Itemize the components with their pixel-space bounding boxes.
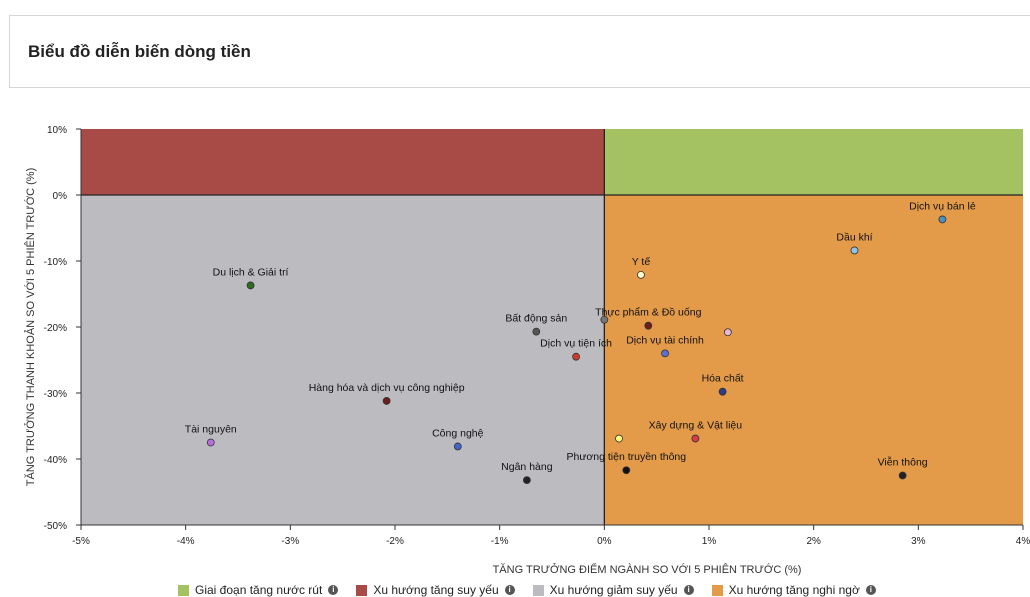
x-tick-label: -3% [281, 536, 299, 547]
chart-header-card: Biểu đồ diễn biến dòng tiền [9, 15, 1030, 88]
legend-swatch [356, 584, 368, 596]
info-icon[interactable]: i [683, 585, 694, 595]
data-point-label: Phương tiện truyền thông [567, 451, 687, 463]
legend-label: Giai đoạn tăng nước rút [195, 583, 323, 597]
data-point-label: Bất động sản [505, 313, 567, 325]
data-point [661, 349, 669, 358]
data-point [453, 442, 462, 451]
y-tick-label: -50% [44, 521, 67, 532]
y-tick-label: -10% [44, 257, 67, 268]
data-point [572, 352, 580, 361]
legend-label: Xu hướng tăng nghi ngờ [728, 583, 860, 597]
data-point [644, 321, 653, 330]
chart-legend: Giai đoạn tăng nước rút i Xu hướng tăng … [178, 583, 876, 597]
data-point [206, 438, 215, 447]
data-point [522, 476, 531, 485]
data-point-label: Dầu khí [836, 231, 872, 243]
legend-label: Xu hướng giảm suy yếu [549, 583, 678, 597]
data-point [382, 397, 391, 405]
quadrant-1 [81, 129, 605, 195]
legend-item-tang-nuoc-rut[interactable]: Giai đoạn tăng nước rút i [178, 583, 339, 597]
data-point-label: Viễn thông [878, 456, 928, 469]
data-point-label: Tài nguyên [185, 424, 237, 436]
info-icon[interactable]: i [865, 585, 876, 595]
x-axis-title: TĂNG TRƯỞNG ĐIỂM NGÀNH SO VỚI 5 PHIÊN TR… [493, 563, 802, 576]
y-tick-label: -30% [44, 389, 67, 400]
x-tick-label: 3% [911, 536, 926, 547]
data-point-label: Thực phẩm & Đồ uống [595, 307, 701, 319]
y-tick-label: 0% [53, 191, 68, 202]
legend-swatch [711, 584, 723, 596]
data-point [246, 281, 255, 290]
x-tick-label: -2% [386, 536, 404, 547]
quadrant-3 [604, 195, 1023, 525]
quadrant-0 [604, 129, 1023, 195]
y-tick-label: -40% [44, 455, 67, 466]
x-tick-label: 0% [597, 536, 612, 547]
data-point-label: Xây dựng & Vật liệu [649, 420, 743, 432]
data-point [723, 328, 732, 337]
data-point [615, 434, 623, 443]
legend-item-tang-suy-yeu[interactable]: Xu hướng tăng suy yếu i [356, 583, 515, 597]
data-point-label: Công nghệ [432, 427, 484, 439]
x-tick-label: 4% [1016, 536, 1030, 547]
legend-swatch [178, 584, 189, 596]
y-tick-label: -20% [44, 323, 67, 334]
data-point [600, 315, 609, 324]
data-point-label: Du lịch & Giải trí [213, 266, 289, 278]
y-axis-title: TĂNG TRƯỞNG THANH KHOẢN SO VỚI 5 PHIÊN T… [24, 168, 37, 486]
data-point [691, 434, 700, 443]
data-point [532, 327, 541, 336]
legend-item-tang-nghi-ngo[interactable]: Xu hướng tăng nghi ngờ i [711, 583, 876, 597]
x-tick-label: -1% [491, 536, 509, 547]
data-point-label: Hàng hóa và dịch vụ công nghiệp [309, 382, 465, 394]
legend-item-giam-suy-yeu[interactable]: Xu hướng giảm suy yếu i [532, 583, 694, 597]
legend-label: Xu hướng tăng suy yếu [373, 583, 499, 597]
x-tick-label: 2% [806, 536, 821, 547]
data-point-label: Hóa chất [702, 373, 744, 385]
data-point-label: Y tế [632, 256, 651, 268]
data-point [637, 270, 645, 279]
data-point-label: Dịch vụ bán lẻ [909, 200, 976, 212]
data-point [898, 471, 907, 480]
data-point [718, 387, 727, 396]
page-title: Biểu đồ diễn biến dòng tiền [28, 42, 251, 61]
data-point [850, 246, 859, 255]
x-tick-label: 1% [702, 536, 717, 547]
data-point-label: Dịch vụ tài chính [626, 334, 704, 346]
data-point-label: Dịch vụ tiện ích [540, 338, 612, 350]
quadrant-2 [81, 195, 605, 525]
data-point [938, 215, 947, 224]
info-icon[interactable]: i [328, 585, 339, 595]
x-tick-label: -4% [177, 536, 195, 547]
x-tick-label: -5% [72, 536, 90, 547]
legend-swatch [532, 584, 544, 596]
y-tick-label: 10% [47, 125, 67, 136]
data-point-label: Ngân hàng [501, 461, 553, 473]
info-icon[interactable]: i [504, 585, 515, 595]
data-point [622, 466, 631, 475]
